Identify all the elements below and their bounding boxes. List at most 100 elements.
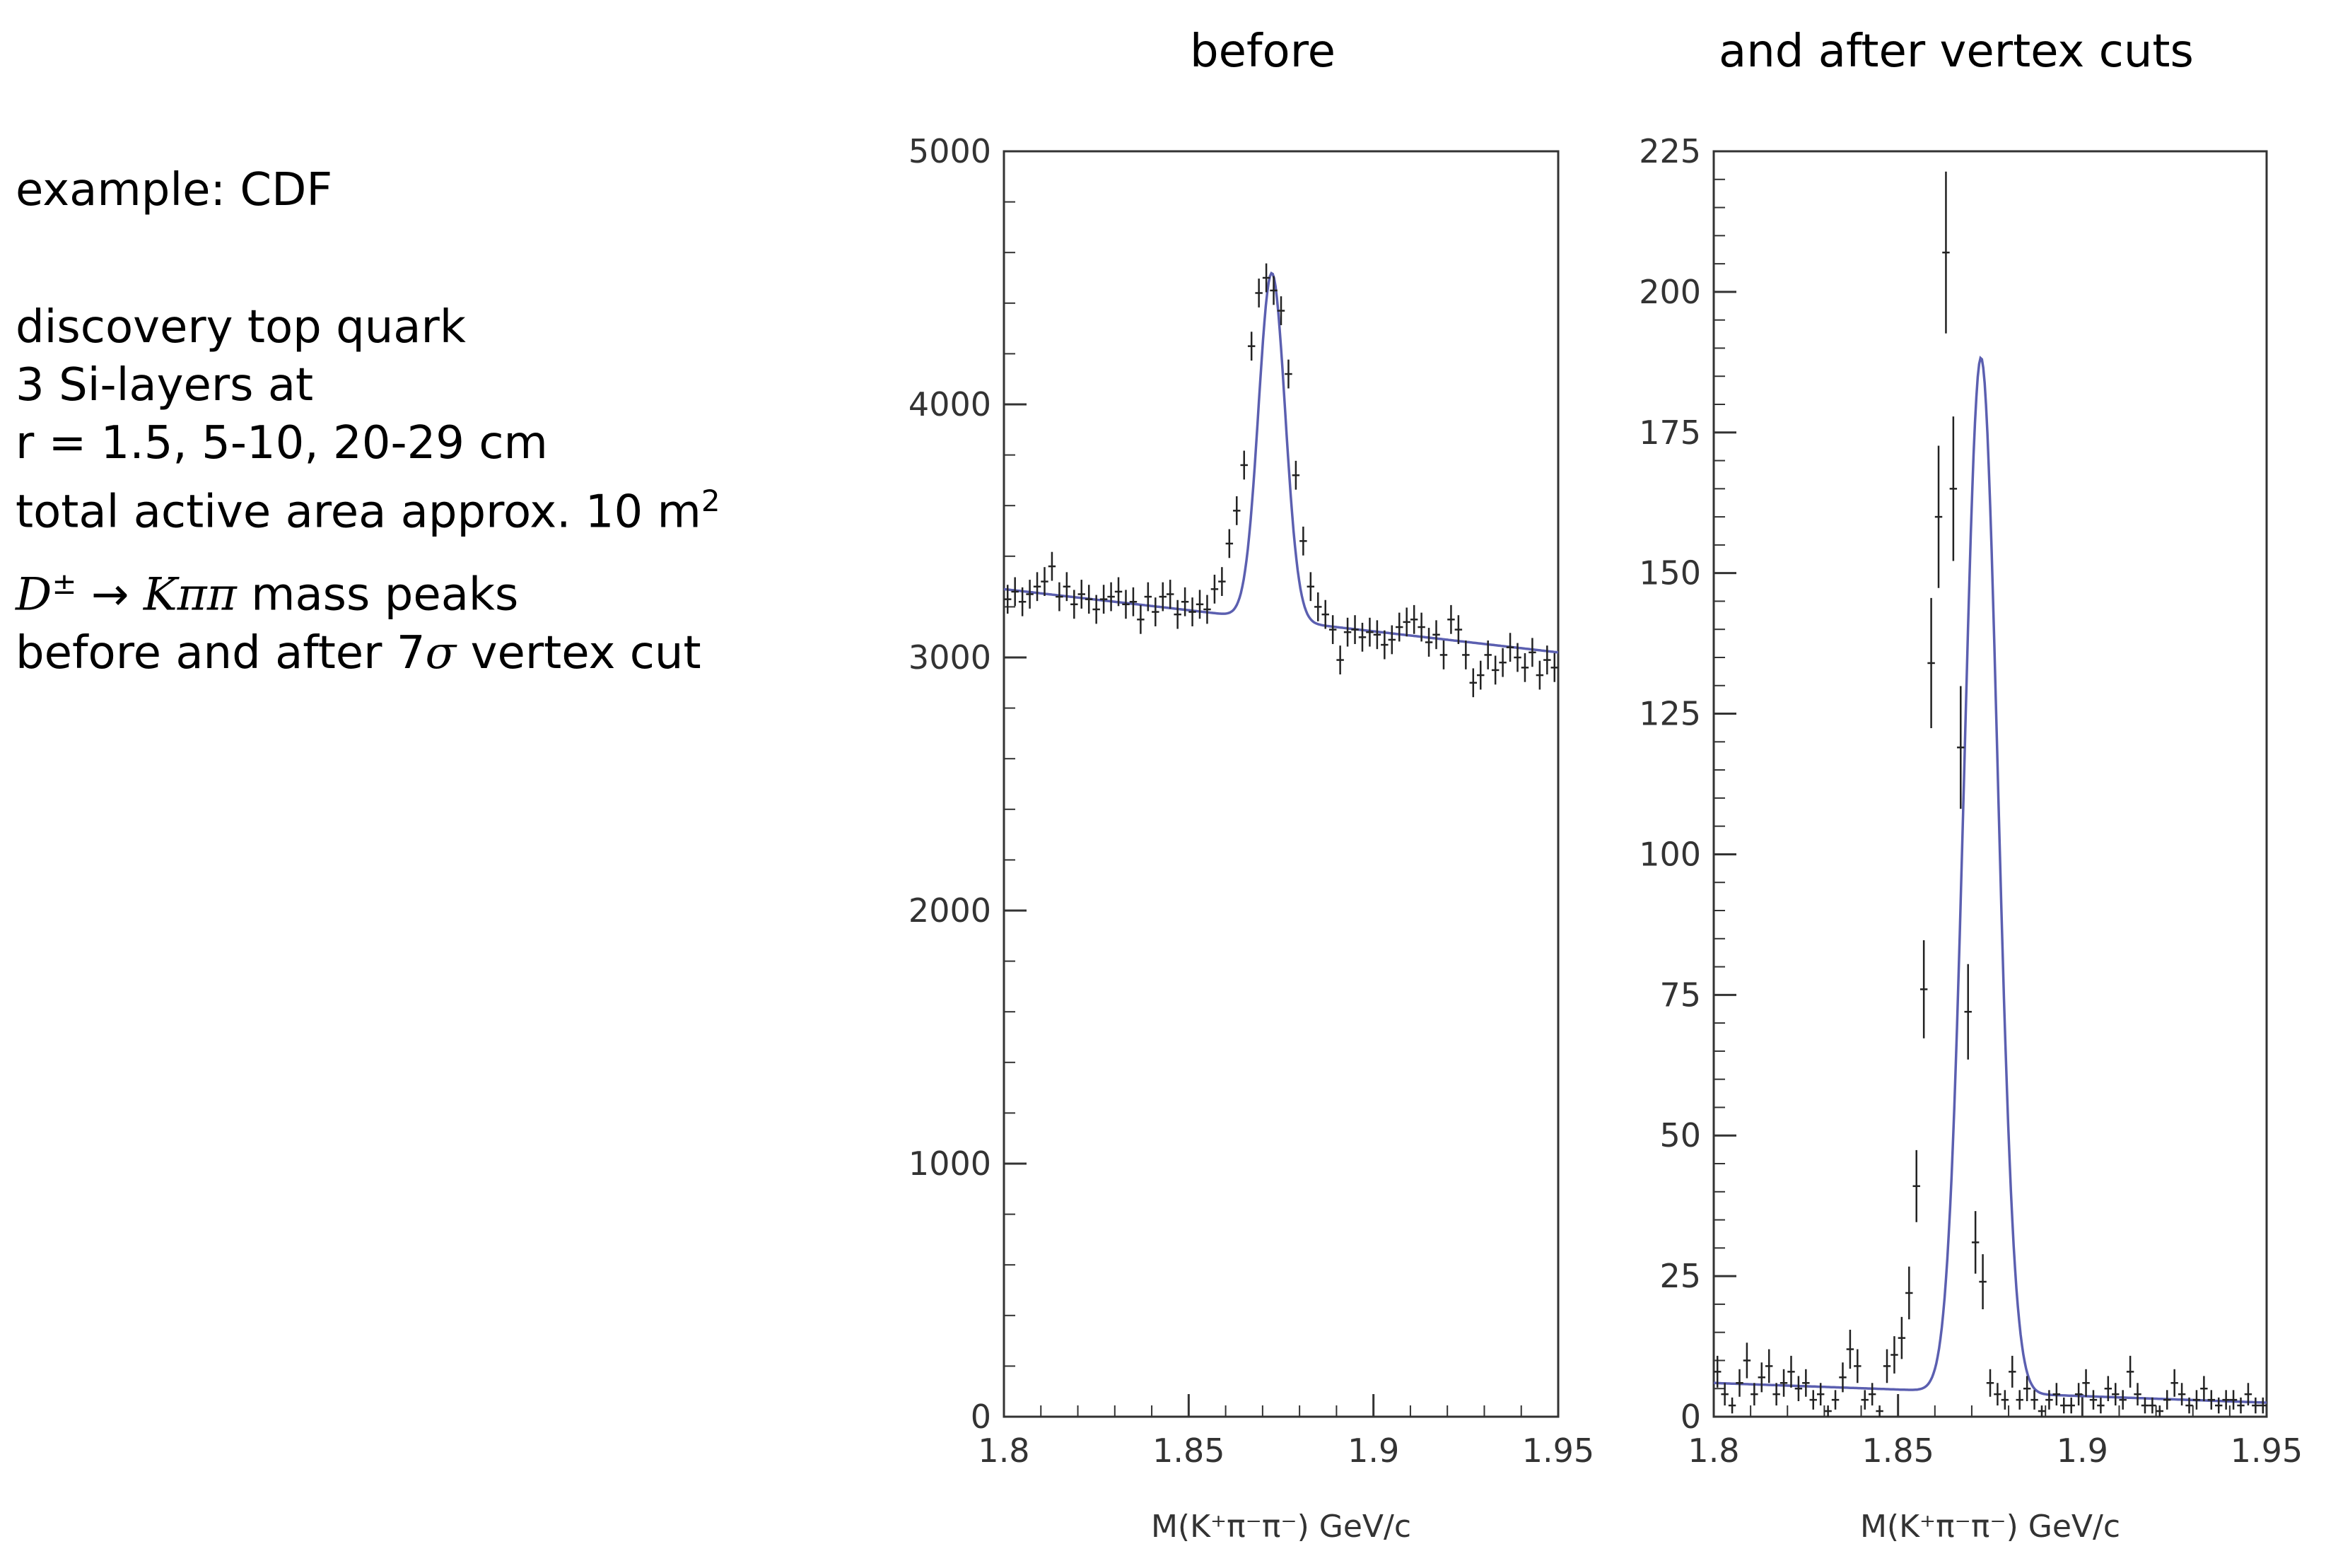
data-point bbox=[1410, 604, 1418, 634]
data-point bbox=[2009, 1355, 2016, 1388]
x-tick-label: 1.85 bbox=[1862, 1432, 1934, 1470]
data-point bbox=[1343, 617, 1352, 647]
data-point bbox=[1986, 1369, 1994, 1397]
chart-panel-1: 0 1000 2000 3000 4000 5000 1.8 1.85 1.9 1.95 M(K⁺π… bbox=[908, 132, 1594, 1545]
si-layers-line: 3 Si-layers at bbox=[16, 359, 314, 411]
data-point bbox=[2104, 1376, 2112, 1402]
data-point bbox=[2001, 1390, 2009, 1410]
y-tick-label: 175 bbox=[1639, 414, 1701, 452]
data-point bbox=[1772, 1383, 1780, 1406]
example-label: example: CDF bbox=[16, 164, 333, 216]
data-point bbox=[1536, 660, 1544, 690]
data-point bbox=[1854, 1349, 1862, 1383]
data-point bbox=[1321, 599, 1329, 629]
data-point bbox=[1041, 567, 1048, 597]
data-point bbox=[2074, 1383, 2083, 1406]
data-point bbox=[2141, 1397, 2149, 1414]
y-tick-label: 50 bbox=[1659, 1116, 1701, 1154]
data-point bbox=[1247, 332, 1256, 361]
data-point bbox=[1787, 1355, 1795, 1388]
data-point bbox=[1166, 580, 1174, 609]
data-point bbox=[2156, 1405, 2164, 1417]
data-point bbox=[2052, 1383, 2061, 1406]
x-tick-label: 1.9 bbox=[2057, 1432, 2108, 1470]
data-point bbox=[1314, 592, 1322, 621]
data-point bbox=[1743, 1342, 1751, 1379]
data-point bbox=[2192, 1390, 2201, 1410]
data-point bbox=[1373, 620, 1381, 650]
y-tick-label: 225 bbox=[1639, 132, 1701, 170]
data-point bbox=[1905, 1266, 1913, 1320]
data-point bbox=[1033, 572, 1041, 602]
chart-panel-2: 0 25 50 75 100 125 150 175 200 225 1.8 1.85 1.9 1.95 M… bbox=[1639, 132, 2303, 1545]
data-point bbox=[1876, 1405, 1883, 1417]
data-point bbox=[2149, 1397, 2156, 1414]
area-exponent: 2 bbox=[701, 484, 720, 518]
data-point bbox=[1721, 1383, 1729, 1406]
data-point bbox=[1942, 171, 1950, 334]
data-point bbox=[2134, 1383, 2141, 1406]
data-point bbox=[1085, 585, 1093, 614]
data-point bbox=[1026, 580, 1034, 609]
data-point bbox=[1307, 572, 1315, 602]
data-point bbox=[1484, 640, 1492, 669]
data-point bbox=[1174, 599, 1181, 629]
decay-line: D± → Kππ mass peaks bbox=[16, 555, 720, 624]
data-point bbox=[2244, 1383, 2252, 1406]
data-point bbox=[1396, 612, 1403, 642]
plot-frame bbox=[1003, 150, 1560, 1418]
data-point bbox=[1358, 622, 1367, 652]
y-tick-label: 75 bbox=[1659, 976, 1701, 1014]
data-point bbox=[1122, 590, 1130, 619]
data-point bbox=[2163, 1390, 2171, 1410]
data-point bbox=[1129, 587, 1138, 616]
data-point bbox=[1816, 1383, 1825, 1406]
y-tick-label: 0 bbox=[971, 1398, 991, 1436]
data-point bbox=[1831, 1390, 1840, 1410]
data-point bbox=[1188, 597, 1196, 626]
discovery-line: discovery top quark bbox=[16, 301, 466, 353]
data-point bbox=[1233, 496, 1241, 525]
data-point bbox=[1809, 1390, 1817, 1410]
data-point bbox=[2097, 1397, 2105, 1414]
data-point bbox=[1439, 640, 1448, 669]
data-point bbox=[2067, 1397, 2075, 1414]
data-point bbox=[2045, 1390, 2053, 1410]
data-point bbox=[1159, 582, 1167, 612]
data-point bbox=[1898, 1316, 1906, 1359]
data-point bbox=[1277, 296, 1285, 325]
data-point bbox=[1004, 585, 1012, 614]
arrow-symbol: → bbox=[76, 568, 144, 621]
data-point bbox=[1506, 633, 1514, 662]
data-point bbox=[1550, 653, 1558, 682]
y-tick-label: 125 bbox=[1639, 695, 1701, 733]
x-tick-label: 1.9 bbox=[1348, 1432, 1399, 1470]
data-point bbox=[1728, 1397, 1736, 1414]
data-point bbox=[2252, 1397, 2260, 1414]
data-point bbox=[1543, 645, 1551, 674]
data-point bbox=[1949, 416, 1958, 561]
data-point bbox=[1919, 940, 1928, 1038]
data-point bbox=[1218, 567, 1226, 597]
data-point bbox=[1299, 526, 1307, 556]
data-point bbox=[1477, 660, 1485, 690]
data-point bbox=[1114, 577, 1123, 607]
description-text: example: CDF discovery top quark 3 Si-la… bbox=[16, 161, 720, 682]
data-point bbox=[1270, 276, 1278, 305]
data-point bbox=[1751, 1383, 1758, 1406]
x-tick-label: 1.8 bbox=[1688, 1432, 1739, 1470]
data-point bbox=[1381, 630, 1389, 660]
y-tick-label: 2000 bbox=[908, 891, 991, 930]
data-point bbox=[1255, 279, 1263, 308]
radius-line: r = 1.5, 5-10, 20-29 cm bbox=[16, 417, 548, 469]
x-axis-label: M(K⁺π⁻π⁻) GeV/c bbox=[1151, 1509, 1411, 1545]
y-tick-label: 5000 bbox=[908, 132, 991, 170]
data-point bbox=[1292, 460, 1300, 490]
data-point bbox=[1794, 1376, 1803, 1402]
data-point bbox=[1403, 607, 1410, 637]
data-point bbox=[1425, 628, 1433, 657]
data-point bbox=[1048, 551, 1056, 581]
data-point bbox=[1934, 445, 1943, 588]
data-point bbox=[2259, 1397, 2267, 1414]
data-point bbox=[1063, 572, 1071, 602]
